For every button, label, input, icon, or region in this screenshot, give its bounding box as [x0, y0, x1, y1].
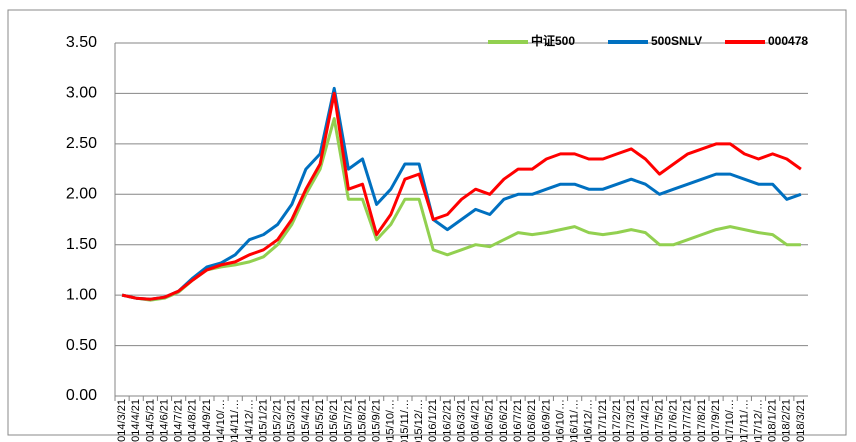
x-tick-label: 2015/9/21	[371, 399, 383, 442]
y-tick-label: 1.50	[66, 236, 97, 253]
x-tick-label: 2016/4/21	[470, 399, 482, 442]
y-tick-label: 3.50	[66, 34, 97, 51]
x-tick-label: 2014/6/21	[158, 399, 170, 442]
legend-label: 500SNLV	[651, 34, 702, 48]
x-tick-label: 2016/2/21	[441, 399, 453, 442]
x-tick-label: 2014/4/21	[130, 399, 142, 442]
x-tick-label: 2015/4/21	[300, 399, 312, 442]
y-tick-label: 0.50	[66, 337, 97, 354]
x-tick-label: 2017/2/21	[611, 399, 623, 442]
y-tick-label: 2.00	[66, 186, 97, 203]
x-tick-label: 2017/12/…	[752, 399, 764, 442]
x-tick-label: 2017/8/21	[696, 399, 708, 442]
x-tick-label: 2015/6/21	[328, 399, 340, 442]
x-tick-label: 2014/7/21	[173, 399, 185, 442]
x-tick-label: 2014/8/21	[187, 399, 199, 442]
x-tick-label: 2017/10/…	[724, 399, 736, 442]
x-tick-label: 2016/11/…	[569, 399, 581, 442]
y-tick-label: 2.50	[66, 135, 97, 152]
x-tick-label: 2015/10/…	[385, 399, 397, 442]
x-tick-label: 2015/7/21	[342, 399, 354, 442]
y-tick-label: 1.00	[66, 286, 97, 303]
series-line	[121, 86, 802, 301]
series-line	[121, 91, 802, 301]
x-tick-label: 2017/1/21	[597, 399, 609, 442]
x-tick-label: 2016/8/21	[526, 399, 538, 442]
x-tick-label: 2017/3/21	[625, 399, 637, 442]
y-tick-label: 0.00	[66, 387, 97, 404]
x-tick-label: 2018/3/21	[795, 399, 807, 442]
x-tick-label: 2016/12/…	[583, 399, 595, 442]
x-tick-label: 2014/5/21	[144, 399, 156, 442]
x-tick-label: 2015/3/21	[286, 399, 298, 442]
x-tick-label: 2015/11/…	[399, 399, 411, 442]
x-tick-label: 2016/10/…	[554, 399, 566, 442]
x-tick-label: 2015/2/21	[272, 399, 284, 442]
series-line	[121, 117, 801, 302]
legend-label: 000478	[768, 34, 808, 48]
x-tick-label: 2018/1/21	[767, 399, 779, 442]
x-tick-label: 2016/7/21	[512, 399, 524, 442]
x-tick-label: 2017/4/21	[639, 399, 651, 442]
x-tick-label: 2015/5/21	[314, 399, 326, 442]
y-tick-label: 3.00	[66, 85, 97, 102]
x-tick-label: 2017/7/21	[682, 399, 694, 442]
x-tick-label: 2015/1/21	[257, 399, 269, 442]
x-tick-label: 2014/11/…	[229, 399, 241, 442]
x-tick-label: 2017/5/21	[653, 399, 665, 442]
x-tick-label: 2016/9/21	[540, 399, 552, 442]
x-tick-label: 2014/12/…	[243, 399, 255, 442]
x-tick-label: 2017/6/21	[668, 399, 680, 442]
x-tick-label: 2016/5/21	[484, 399, 496, 442]
x-tick-label: 2017/9/21	[710, 399, 722, 442]
x-tick-label: 2017/11/…	[738, 399, 750, 442]
legend-label: 中证500	[531, 33, 575, 48]
x-tick-label: 2015/12/…	[413, 399, 425, 442]
x-tick-label: 2014/9/21	[201, 399, 213, 442]
x-tick-label: 2018/2/21	[781, 399, 793, 442]
x-tick-label: 2016/6/21	[498, 399, 510, 442]
x-tick-label: 2016/3/21	[455, 399, 467, 442]
x-tick-label: 2016/1/21	[427, 399, 439, 442]
x-tick-label: 2014/10/…	[215, 399, 227, 442]
x-tick-label: 2015/8/21	[356, 399, 368, 442]
x-tick-label: 2014/3/21	[116, 399, 128, 442]
